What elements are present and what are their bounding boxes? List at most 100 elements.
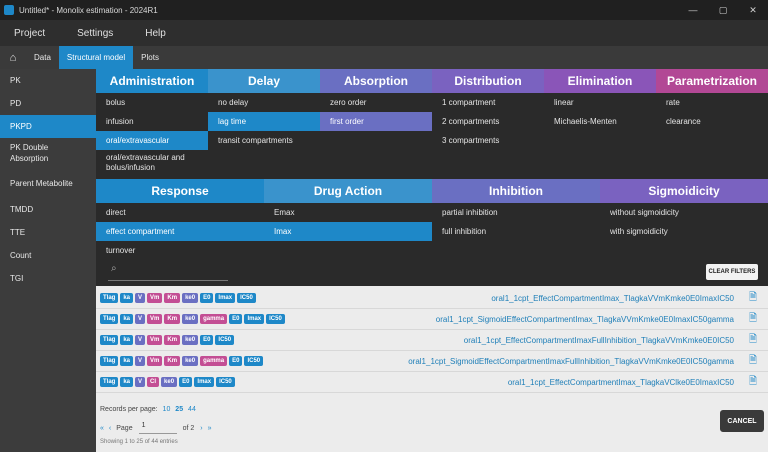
param-tag-ke0: ke0 bbox=[182, 314, 199, 324]
records-per-page: Records per page: 10 25 44 bbox=[100, 406, 196, 413]
sidebar-item-count[interactable]: Count bbox=[10, 251, 32, 260]
menu-help[interactable]: Help bbox=[145, 27, 166, 39]
sidebar-item-tte[interactable]: TTE bbox=[10, 228, 26, 237]
model-name-link[interactable]: oral1_1cpt_EffectCompartmentImax_TlagkaV… bbox=[491, 293, 734, 303]
document-icon[interactable]: 🗎 bbox=[748, 375, 758, 387]
pk-options: bolus infusion oral/extravascular oral/extr… bbox=[96, 93, 768, 179]
sidebar-item-pkpd[interactable]: PKPD bbox=[0, 115, 96, 138]
model-name-link[interactable]: oral1_1cpt_SigmoidEffectCompartmentImaxF… bbox=[408, 356, 734, 366]
minimize-icon[interactable]: — bbox=[688, 4, 698, 15]
records-option-44[interactable]: 44 bbox=[188, 406, 196, 413]
parameter-tags: Tlag ka V Cl ke0 E0 Imax IC50 bbox=[100, 377, 237, 387]
option-zero-order[interactable]: zero order bbox=[330, 98, 367, 107]
param-tag-v: V bbox=[135, 314, 146, 324]
option-emax[interactable]: Emax bbox=[274, 208, 295, 217]
category-distribution: Distribution bbox=[432, 69, 544, 93]
option-effect-compartment[interactable]: effect compartment bbox=[96, 222, 264, 241]
options-response: direct effect compartment turnover bbox=[96, 203, 264, 260]
param-tag-ka: ka bbox=[120, 377, 134, 387]
first-page-icon[interactable]: « bbox=[100, 424, 104, 432]
param-tag-e0: E0 bbox=[200, 335, 214, 345]
option-infusion[interactable]: infusion bbox=[106, 117, 134, 126]
sidebar-item-pd[interactable]: PD bbox=[10, 99, 22, 108]
option-first-order[interactable]: first order bbox=[320, 112, 432, 131]
search-input[interactable]: ⌕ bbox=[108, 263, 228, 281]
model-library-panel: Administration Delay Absorption Distributio… bbox=[96, 69, 768, 452]
option-oral-extravascular-and-bolus-infusion[interactable]: oral/extravascular and bolus/infusion bbox=[106, 153, 185, 172]
param-tag-ka: ka bbox=[120, 335, 134, 345]
document-icon[interactable]: 🗎 bbox=[748, 291, 758, 303]
model-name-link[interactable]: oral1_1cpt_EffectCompartmentImax_TlagkaV… bbox=[507, 377, 734, 387]
param-tag-gamma: gamma bbox=[200, 314, 228, 324]
option-full-inhibition[interactable]: full inhibition bbox=[442, 227, 487, 236]
option-1-compartment[interactable]: 1 compartment bbox=[442, 98, 496, 107]
param-tag-e0: E0 bbox=[229, 314, 243, 324]
menu-settings[interactable]: Settings bbox=[77, 27, 114, 39]
filter-bar: ⌕ CLEAR FILTERS bbox=[96, 260, 768, 286]
param-tag-tlag: Tlag bbox=[100, 293, 119, 303]
menu-project[interactable]: Project bbox=[14, 27, 46, 39]
home-icon[interactable]: ⌂ bbox=[9, 51, 17, 64]
option-lag-time[interactable]: lag time bbox=[208, 112, 320, 131]
parameter-tags: Tlag ka V Vm Km ke0 E0 Imax IC50 bbox=[100, 293, 258, 303]
table-row[interactable]: Tlag ka V Cl ke0 E0 Imax IC50 oral1_1cpt_EffectC… bbox=[96, 372, 768, 393]
option-without-sigmoidicity[interactable]: without sigmoidicity bbox=[610, 208, 679, 217]
option-clearance[interactable]: clearance bbox=[666, 117, 701, 126]
clear-filters-button[interactable]: CLEAR FILTERS bbox=[706, 264, 758, 280]
records-option-25[interactable]: 25 bbox=[175, 406, 184, 413]
sidebar-item-tmdd[interactable]: TMDD bbox=[10, 205, 34, 214]
page-input[interactable]: 1 bbox=[138, 422, 177, 434]
param-tag-vm: Vm bbox=[147, 314, 163, 324]
sidebar-item-parent-metabolite[interactable]: Parent Metabolite bbox=[10, 178, 73, 188]
param-tag-ke0: ke0 bbox=[182, 293, 199, 303]
option-rate[interactable]: rate bbox=[666, 98, 680, 107]
option-with-sigmoidicity[interactable]: with sigmoidicity bbox=[610, 227, 668, 236]
option-no-delay[interactable]: no delay bbox=[218, 98, 249, 107]
param-tag-gamma: gamma bbox=[200, 356, 228, 366]
param-tag-ic50: IC50 bbox=[237, 293, 256, 303]
table-row[interactable]: Tlag ka V Vm Km ke0 E0 IC50 oral1_1cpt_EffectCom… bbox=[96, 330, 768, 351]
option-oral-extravascular[interactable]: oral/extravascular bbox=[96, 131, 208, 150]
close-icon[interactable]: ✕ bbox=[749, 4, 757, 15]
model-name-link[interactable]: oral1_1cpt_SigmoidEffectCompartmentImax_… bbox=[435, 314, 734, 324]
param-tag-tlag: Tlag bbox=[100, 335, 119, 345]
document-icon[interactable]: 🗎 bbox=[748, 312, 758, 324]
option-linear[interactable]: linear bbox=[554, 98, 574, 107]
cancel-button[interactable]: CANCEL bbox=[720, 410, 764, 432]
maximize-icon[interactable]: ▢ bbox=[718, 4, 728, 15]
document-icon[interactable]: 🗎 bbox=[748, 354, 758, 366]
tab-plots[interactable]: Plots bbox=[141, 53, 159, 62]
option-bolus[interactable]: bolus bbox=[106, 98, 126, 107]
tab-data[interactable]: Data bbox=[34, 53, 51, 62]
param-tag-e0: E0 bbox=[229, 356, 243, 366]
table-row[interactable]: Tlag ka V Vm Km ke0 E0 Imax IC50 oral1_1cpt_Effec… bbox=[96, 288, 768, 309]
option-partial-inhibition[interactable]: partial inhibition bbox=[442, 208, 498, 217]
option-direct[interactable]: direct bbox=[106, 208, 126, 217]
option-transit-compartments[interactable]: transit compartments bbox=[218, 136, 293, 145]
sidebar-item-pk[interactable]: PK bbox=[10, 76, 21, 85]
option-michaelis-menten[interactable]: Michaelis-Menten bbox=[554, 117, 617, 126]
param-tag-vm: Vm bbox=[147, 293, 163, 303]
param-tag-e0: E0 bbox=[179, 377, 193, 387]
option-imax[interactable]: Imax bbox=[264, 222, 432, 241]
option-3-compartments[interactable]: 3 compartments bbox=[442, 136, 500, 145]
category-delay: Delay bbox=[208, 69, 320, 93]
table-row[interactable]: Tlag ka V Vm Km ke0 gamma E0 Imax IC50 oral1_1cpt_… bbox=[96, 309, 768, 330]
param-tag-ka: ka bbox=[120, 314, 134, 324]
option-2-compartments[interactable]: 2 compartments bbox=[442, 117, 500, 126]
library-sidebar: PK PD PKPD PK Double Absorption Parent Metab… bbox=[0, 69, 96, 452]
options-distribution: 1 compartment 2 compartments 3 compartment… bbox=[432, 93, 544, 179]
option-turnover[interactable]: turnover bbox=[106, 246, 136, 255]
model-name-link[interactable]: oral1_1cpt_EffectCompartmentImaxFullInhi… bbox=[463, 335, 734, 345]
sidebar-item-pk-double-absorption[interactable]: PK Double Absorption bbox=[10, 143, 49, 163]
table-row[interactable]: Tlag ka V Vm Km ke0 gamma E0 IC50 oral1_1cpt_Sigm… bbox=[96, 351, 768, 372]
prev-page-icon[interactable]: ‹ bbox=[108, 424, 112, 432]
document-icon[interactable]: 🗎 bbox=[748, 333, 758, 345]
tab-structural-model[interactable]: Structural model bbox=[58, 46, 134, 69]
param-tag-ic50: IC50 bbox=[244, 356, 264, 366]
sidebar-item-tgi[interactable]: TGI bbox=[10, 274, 24, 283]
records-option-10[interactable]: 10 bbox=[162, 406, 171, 413]
pk-category-header: Administration Delay Absorption Distributio… bbox=[96, 69, 768, 93]
next-page-icon[interactable]: › bbox=[200, 424, 203, 432]
last-page-icon[interactable]: » bbox=[207, 424, 212, 432]
